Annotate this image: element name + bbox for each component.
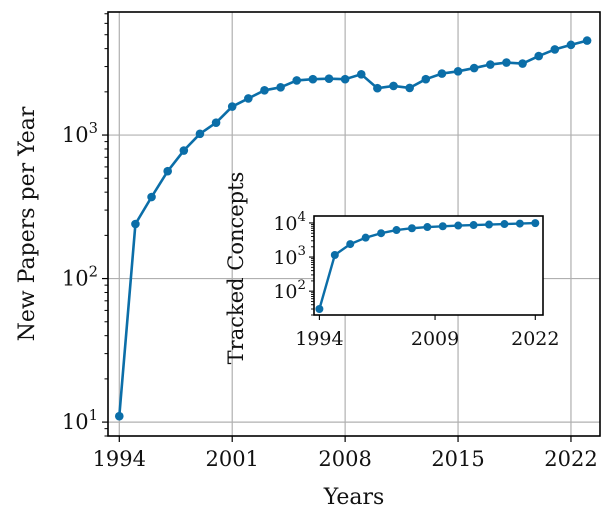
inset-data-point xyxy=(407,224,416,233)
data-point xyxy=(566,40,576,50)
x-tick-label: 2008 xyxy=(318,447,371,471)
main-plot: 1994 2001 2008 2015 2022 101 102 103 Years New … xyxy=(15,11,601,510)
data-point xyxy=(131,219,140,229)
inset-data-point xyxy=(330,250,339,259)
data-point xyxy=(534,51,544,61)
data-point xyxy=(373,83,382,93)
inset-x-tick-label: 2022 xyxy=(511,328,559,350)
inset-data-point xyxy=(500,220,509,229)
data-point xyxy=(502,58,511,67)
data-point xyxy=(276,83,285,92)
data-point xyxy=(340,74,350,84)
data-point xyxy=(421,74,431,84)
x-tick-label: 1994 xyxy=(93,447,146,471)
inset-y-tick-label: 104 xyxy=(273,210,306,235)
data-point xyxy=(195,129,205,139)
data-point xyxy=(469,63,479,73)
main-x-axis-title: Years xyxy=(323,485,385,510)
inset-y-axis-title: Tracked Concepts xyxy=(224,172,248,365)
inset-data-point xyxy=(531,219,540,228)
data-point xyxy=(147,192,156,202)
data-point xyxy=(550,45,560,54)
data-point xyxy=(437,69,447,78)
data-point xyxy=(389,81,398,91)
inset-data-point xyxy=(485,220,494,229)
inset-y-tick-label: 102 xyxy=(273,278,306,303)
inset-data-point xyxy=(423,223,432,232)
inset-y-tick-label: 103 xyxy=(273,244,306,269)
data-point xyxy=(405,83,414,93)
y-tick-label: 102 xyxy=(62,264,98,291)
inset-data-point xyxy=(515,219,524,228)
y-tick-label: 103 xyxy=(62,120,98,147)
data-point xyxy=(356,70,366,79)
x-tick-label: 2022 xyxy=(544,447,597,471)
data-point xyxy=(227,102,237,111)
main-y-axis-title: New Papers per Year xyxy=(15,106,40,341)
inset-data-point xyxy=(377,229,386,238)
inset-plot-frame xyxy=(313,215,544,316)
data-point xyxy=(324,74,334,83)
main-series xyxy=(114,36,592,421)
inset-data-point xyxy=(438,222,447,231)
data-point xyxy=(453,67,463,76)
main-plot-frame xyxy=(107,11,601,437)
data-point xyxy=(114,411,124,421)
inset-data-point xyxy=(361,233,370,242)
x-tick-label: 2001 xyxy=(205,447,258,471)
inset-x-tick-label: 1994 xyxy=(295,328,343,350)
inset-data-point xyxy=(469,221,478,230)
inset-background xyxy=(314,216,543,315)
data-point xyxy=(582,36,592,45)
data-point xyxy=(486,60,495,69)
data-point xyxy=(518,59,527,68)
inset-x-tick-label: 2009 xyxy=(411,328,459,350)
main-ticks: 1994 2001 2008 2015 2022 101 102 103 xyxy=(62,13,598,471)
inset-plot: 1994 2009 2022 102 103 104 Tracked Concepts xyxy=(224,172,559,365)
inset-ticks: 1994 2009 2022 102 103 104 xyxy=(273,210,559,350)
inset-data-point xyxy=(454,221,463,230)
data-point xyxy=(211,118,221,127)
data-point xyxy=(292,76,302,85)
x-tick-label: 2015 xyxy=(431,447,484,471)
y-tick-label: 101 xyxy=(62,407,98,434)
inset-data-point xyxy=(346,240,355,249)
inset-data-point xyxy=(392,226,401,235)
inset-series xyxy=(315,219,540,313)
data-point xyxy=(244,94,253,103)
inset-data-point xyxy=(315,304,324,313)
data-point xyxy=(179,146,189,155)
data-point xyxy=(163,166,172,176)
data-point xyxy=(308,74,318,84)
data-point xyxy=(260,86,269,95)
